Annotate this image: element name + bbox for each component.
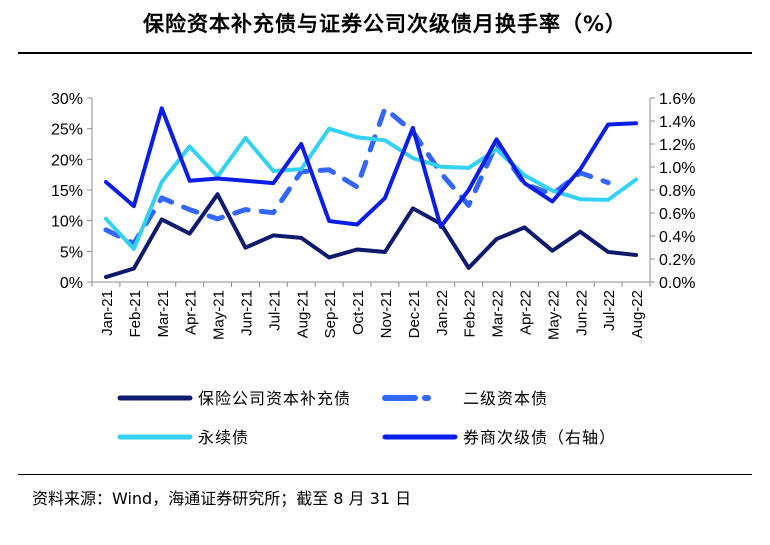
chart-title: 保险资本补充债与证券公司次级债月换手率（%） [142,12,628,36]
right-tick-label: 1.6% [659,91,695,108]
left-tick-label: 15% [51,183,83,200]
x-tick-label: Mar-22 [490,290,507,338]
legend-label-1: 二级资本债 [463,389,548,408]
series-line-0 [103,192,639,280]
right-tick-label: 1.4% [659,114,695,131]
x-tick-label: May-21 [211,290,228,340]
x-tick-label: Nov-21 [378,290,395,338]
right-tick-label: 0.0% [659,275,695,292]
x-tick-label: Feb-22 [462,290,479,338]
x-tick-label: Apr-22 [517,290,534,335]
x-tick-label: Jun-21 [238,290,255,336]
left-tick-label: 5% [60,244,83,261]
source-note: 资料来源：Wind，海通证券研究所；截至 8 月 31 日 [32,489,412,508]
left-tick-label: 30% [51,91,83,108]
right-tick-label: 0.2% [659,252,695,269]
x-tick-label: Feb-21 [127,290,144,338]
x-tick-label: Sep-21 [322,290,339,338]
chart-svg: 0% 5% 10% 15% 20% 25% 30% 0.0% 0.2% 0.4% 0.6% 0.8% 1… [51,91,696,447]
x-tick-label: Jun-22 [573,290,590,336]
x-tick-label: Mar-21 [155,290,172,338]
x-tick-label: Aug-22 [629,290,646,338]
left-tick-label: 25% [51,122,83,139]
right-tick-label: 0.8% [659,183,695,200]
x-tick-label: Jul-22 [601,290,618,331]
x-tick-label: Jul-21 [266,290,283,331]
left-tick-label: 0% [60,275,83,292]
x-tick-label: Aug-21 [294,290,311,338]
source-divider [18,474,752,475]
legend-label-2: 永续债 [198,428,249,447]
x-tick-label: Jan-22 [434,290,451,336]
x-tick-label: Oct-21 [350,290,367,335]
right-tick-label: 0.6% [659,206,695,223]
left-tick-label: 20% [51,152,83,169]
x-tick-label: Jan-21 [99,290,116,336]
series-line-3 [103,106,639,229]
right-tick-label: 0.4% [659,229,695,246]
x-tick-label: Apr-21 [183,290,200,335]
legend-label-0: 保险公司资本补充债 [198,389,351,408]
right-tick-label: 1.0% [659,160,695,177]
x-tick-label: Dec-21 [406,290,423,338]
legend-label-3: 券商次级债（右轴） [463,428,616,447]
left-tick-label: 10% [51,214,83,231]
x-tick-label: May-22 [545,290,562,340]
right-tick-label: 1.2% [659,137,695,154]
series-line-2 [103,126,639,251]
title-divider [18,52,752,54]
series-line-1 [103,105,611,246]
